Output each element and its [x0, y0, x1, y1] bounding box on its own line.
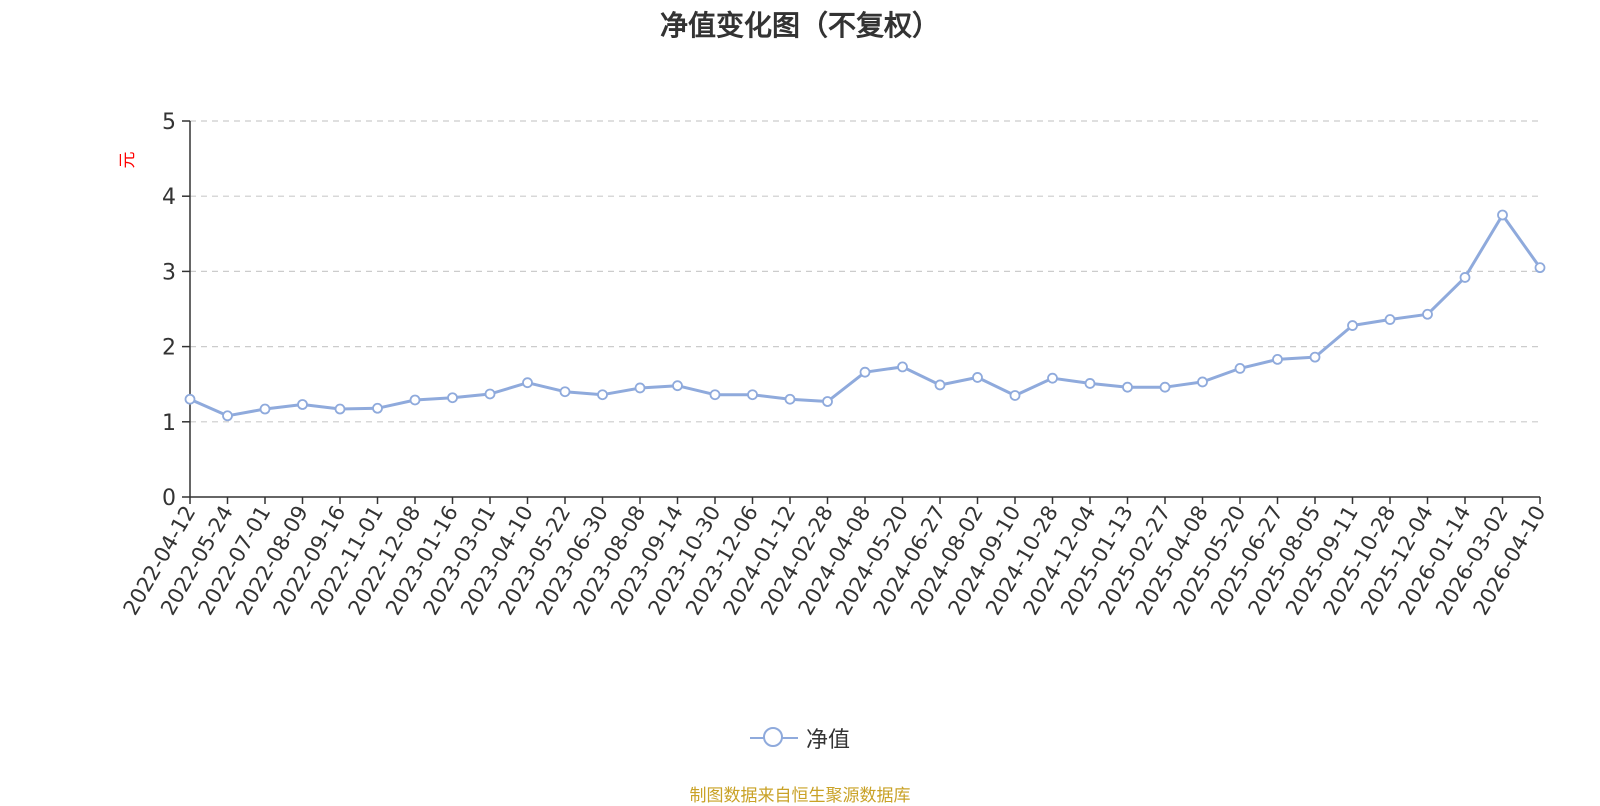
data-point [259, 403, 271, 415]
data-point [1347, 320, 1358, 331]
data-point [334, 403, 346, 415]
data-point [522, 377, 533, 389]
data-point [222, 410, 233, 422]
data-point [822, 396, 833, 407]
legend-symbol [749, 726, 798, 750]
data-point [372, 402, 383, 414]
series-markers [184, 209, 1546, 422]
data-point [559, 386, 571, 398]
data-point [709, 389, 721, 401]
data-point [634, 382, 646, 394]
data-source-note: 制图数据来自恒生聚源数据库 [689, 786, 911, 806]
data-point [597, 389, 608, 401]
y-tick-label: 1 [162, 411, 176, 436]
data-point [1497, 209, 1508, 221]
data-point [747, 389, 758, 401]
data-point [1384, 314, 1396, 325]
data-point [1422, 308, 1433, 320]
data-point [1309, 351, 1321, 363]
data-point [672, 380, 683, 392]
data-point [897, 361, 908, 373]
data-point [859, 366, 871, 378]
data-point [1272, 353, 1283, 365]
y-tick-label: 2 [162, 336, 176, 361]
data-point [1197, 376, 1208, 388]
legend-circle-icon [762, 727, 783, 747]
y-tick-label: 4 [162, 185, 176, 210]
y-tick-labels: 0 1 2 3 4 5 [162, 110, 176, 511]
nav-line-chart: 元 0 1 2 3 4 5 2022-04-122022-05-242022-07-012… [118, 110, 1551, 620]
data-point [1234, 363, 1246, 374]
legend-label: 净值 [805, 728, 850, 753]
data-point [784, 393, 796, 405]
x-tick-labels: 2022-04-122022-05-242022-07-012022-08-09… [119, 502, 1551, 620]
data-point [1459, 272, 1471, 283]
data-point [409, 394, 421, 406]
y-tick-label: 3 [162, 260, 176, 285]
data-point [484, 388, 496, 400]
data-point [184, 393, 196, 405]
series-line-nav [189, 213, 1542, 418]
data-point [934, 379, 946, 391]
data-point [1159, 381, 1171, 393]
grid-lines [190, 120, 1540, 423]
legend[interactable]: 净值 [0, 722, 1600, 754]
y-tick-label: 0 [162, 486, 176, 511]
series-line [189, 213, 1542, 418]
y-axis-label: 元 [118, 152, 138, 169]
data-point [1084, 378, 1096, 389]
data-point [972, 372, 983, 383]
data-point [297, 399, 308, 410]
data-point [1122, 381, 1133, 393]
axes [182, 120, 1541, 504]
chart-title: 净值变化图（不复权） [659, 9, 940, 42]
y-tick-label: 5 [162, 110, 176, 135]
data-point [1534, 262, 1546, 274]
data-point [1009, 390, 1021, 401]
data-point [1047, 372, 1058, 384]
data-point [447, 392, 458, 404]
